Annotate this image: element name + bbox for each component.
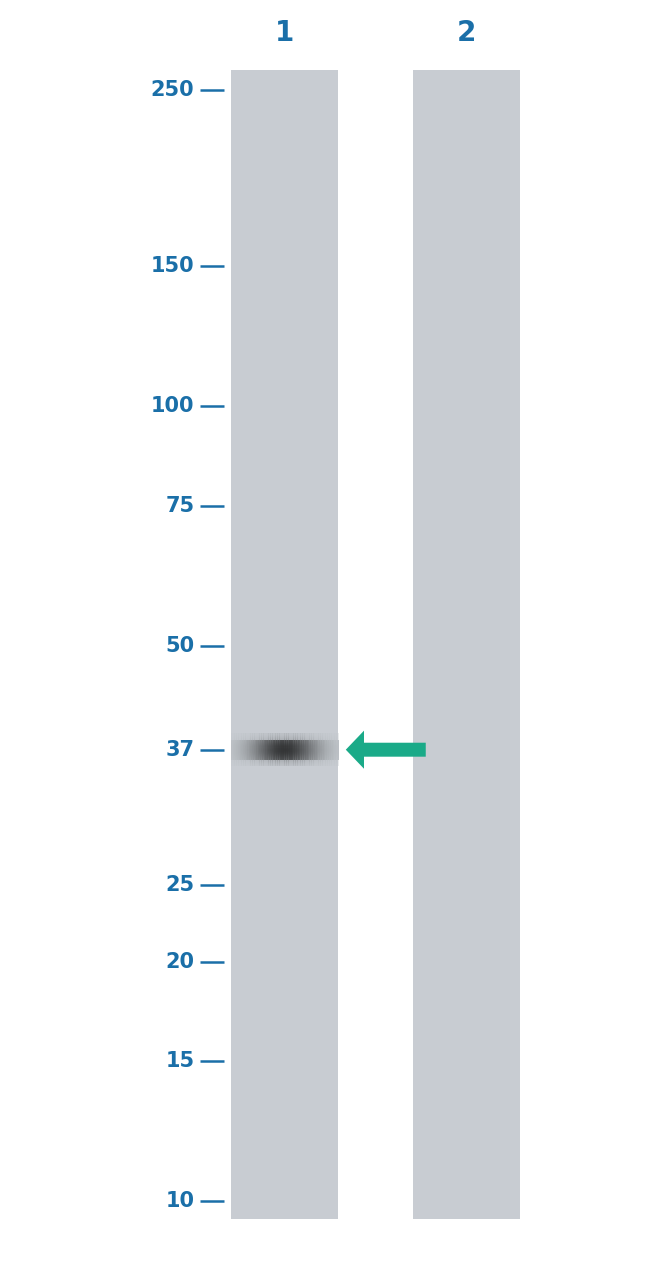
Bar: [307, 739, 310, 759]
Text: 150: 150: [151, 257, 194, 277]
Bar: [242, 739, 244, 759]
Bar: [240, 739, 242, 759]
Bar: [318, 739, 321, 759]
Bar: [299, 739, 301, 759]
Bar: [322, 739, 324, 759]
Bar: [231, 739, 233, 759]
Bar: [304, 739, 307, 759]
Bar: [327, 739, 330, 759]
Text: 37: 37: [165, 739, 194, 759]
Bar: [315, 739, 317, 759]
Bar: [266, 739, 269, 759]
Text: 20: 20: [165, 952, 194, 972]
Bar: [293, 739, 296, 759]
Bar: [252, 739, 255, 759]
Text: 1: 1: [275, 19, 294, 47]
Bar: [317, 739, 319, 759]
Bar: [292, 739, 294, 759]
Bar: [309, 739, 312, 759]
Bar: [334, 739, 337, 759]
Bar: [302, 739, 305, 759]
Bar: [286, 739, 289, 759]
Bar: [265, 739, 267, 759]
Bar: [279, 739, 281, 759]
FancyArrow shape: [346, 730, 426, 768]
Bar: [274, 739, 276, 759]
Bar: [236, 739, 239, 759]
Bar: [231, 70, 338, 1219]
Bar: [336, 739, 339, 759]
Bar: [333, 739, 335, 759]
Bar: [234, 739, 237, 759]
Text: 75: 75: [165, 495, 194, 516]
Bar: [326, 739, 328, 759]
Bar: [247, 739, 249, 759]
Bar: [329, 739, 332, 759]
Bar: [276, 739, 278, 759]
Text: 100: 100: [151, 396, 194, 417]
Bar: [261, 739, 264, 759]
Text: 250: 250: [151, 80, 194, 100]
Text: 25: 25: [165, 875, 194, 895]
Bar: [285, 739, 287, 759]
Bar: [254, 739, 256, 759]
Bar: [268, 739, 271, 759]
Bar: [263, 739, 265, 759]
Bar: [297, 739, 299, 759]
Bar: [243, 739, 246, 759]
Bar: [295, 739, 298, 759]
Bar: [300, 739, 303, 759]
Text: 50: 50: [165, 636, 194, 655]
Bar: [306, 739, 308, 759]
Bar: [283, 739, 285, 759]
Bar: [324, 739, 326, 759]
Bar: [238, 739, 240, 759]
Bar: [272, 739, 274, 759]
Bar: [311, 739, 313, 759]
Bar: [313, 739, 315, 759]
Bar: [245, 739, 248, 759]
Text: 2: 2: [457, 19, 476, 47]
Text: 10: 10: [165, 1191, 194, 1212]
Bar: [259, 739, 262, 759]
Text: 15: 15: [165, 1052, 194, 1072]
Bar: [413, 70, 520, 1219]
Bar: [320, 739, 322, 759]
Bar: [250, 739, 253, 759]
Bar: [277, 739, 280, 759]
Bar: [281, 739, 283, 759]
Bar: [288, 739, 291, 759]
Bar: [270, 739, 272, 759]
Bar: [257, 739, 260, 759]
Bar: [290, 739, 292, 759]
Bar: [248, 739, 251, 759]
Bar: [233, 739, 235, 759]
Bar: [331, 739, 333, 759]
Bar: [255, 739, 258, 759]
